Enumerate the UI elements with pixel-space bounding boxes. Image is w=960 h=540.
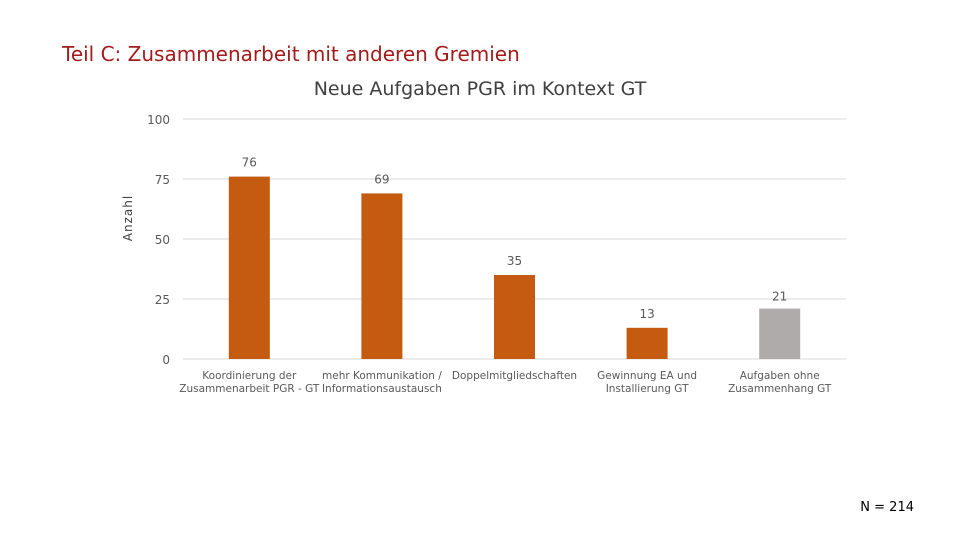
x-tick-label: Koordinierung der [202, 370, 297, 382]
y-tick-label: 75 [155, 173, 170, 187]
x-tick-label: Zusammenarbeit PGR - GT [179, 383, 320, 395]
x-tick-label: mehr Kommunikation / [322, 370, 442, 382]
data-label: 21 [772, 290, 787, 304]
data-label: 76 [242, 156, 257, 170]
data-label: 69 [374, 172, 389, 186]
x-tick-label: Zusammenhang GT [728, 383, 832, 395]
slide-title: Teil C: Zusammenarbeit mit anderen Gremi… [62, 42, 520, 66]
y-tick-label: 25 [155, 293, 170, 307]
data-label: 35 [507, 254, 522, 268]
bar [494, 275, 535, 359]
bar [228, 176, 270, 359]
sample-size-label: N = 214 [860, 500, 914, 515]
y-axis-label: Anzahl [121, 195, 135, 241]
x-tick-label: Gewinnung EA und [597, 370, 697, 382]
y-tick-label: 100 [147, 113, 170, 127]
y-tick-labels: 0 25 50 75 100 [147, 113, 170, 367]
data-label: 13 [639, 307, 654, 321]
y-tick-label: 0 [162, 353, 170, 367]
x-tick-label: Informationsaustausch [322, 383, 442, 395]
x-tick-label: Doppelmitgliedschaften [452, 370, 577, 382]
x-tick-label: Aufgaben ohne [740, 370, 820, 382]
bars [228, 176, 801, 359]
x-tick-label: Installierung GT [606, 383, 689, 395]
bar [626, 327, 668, 359]
y-tick-label: 50 [155, 233, 170, 247]
bar [361, 193, 403, 359]
data-labels: 76 69 35 13 21 [242, 156, 788, 321]
bar [759, 308, 801, 359]
chart-title: Neue Aufgaben PGR im Kontext GT [314, 78, 647, 100]
